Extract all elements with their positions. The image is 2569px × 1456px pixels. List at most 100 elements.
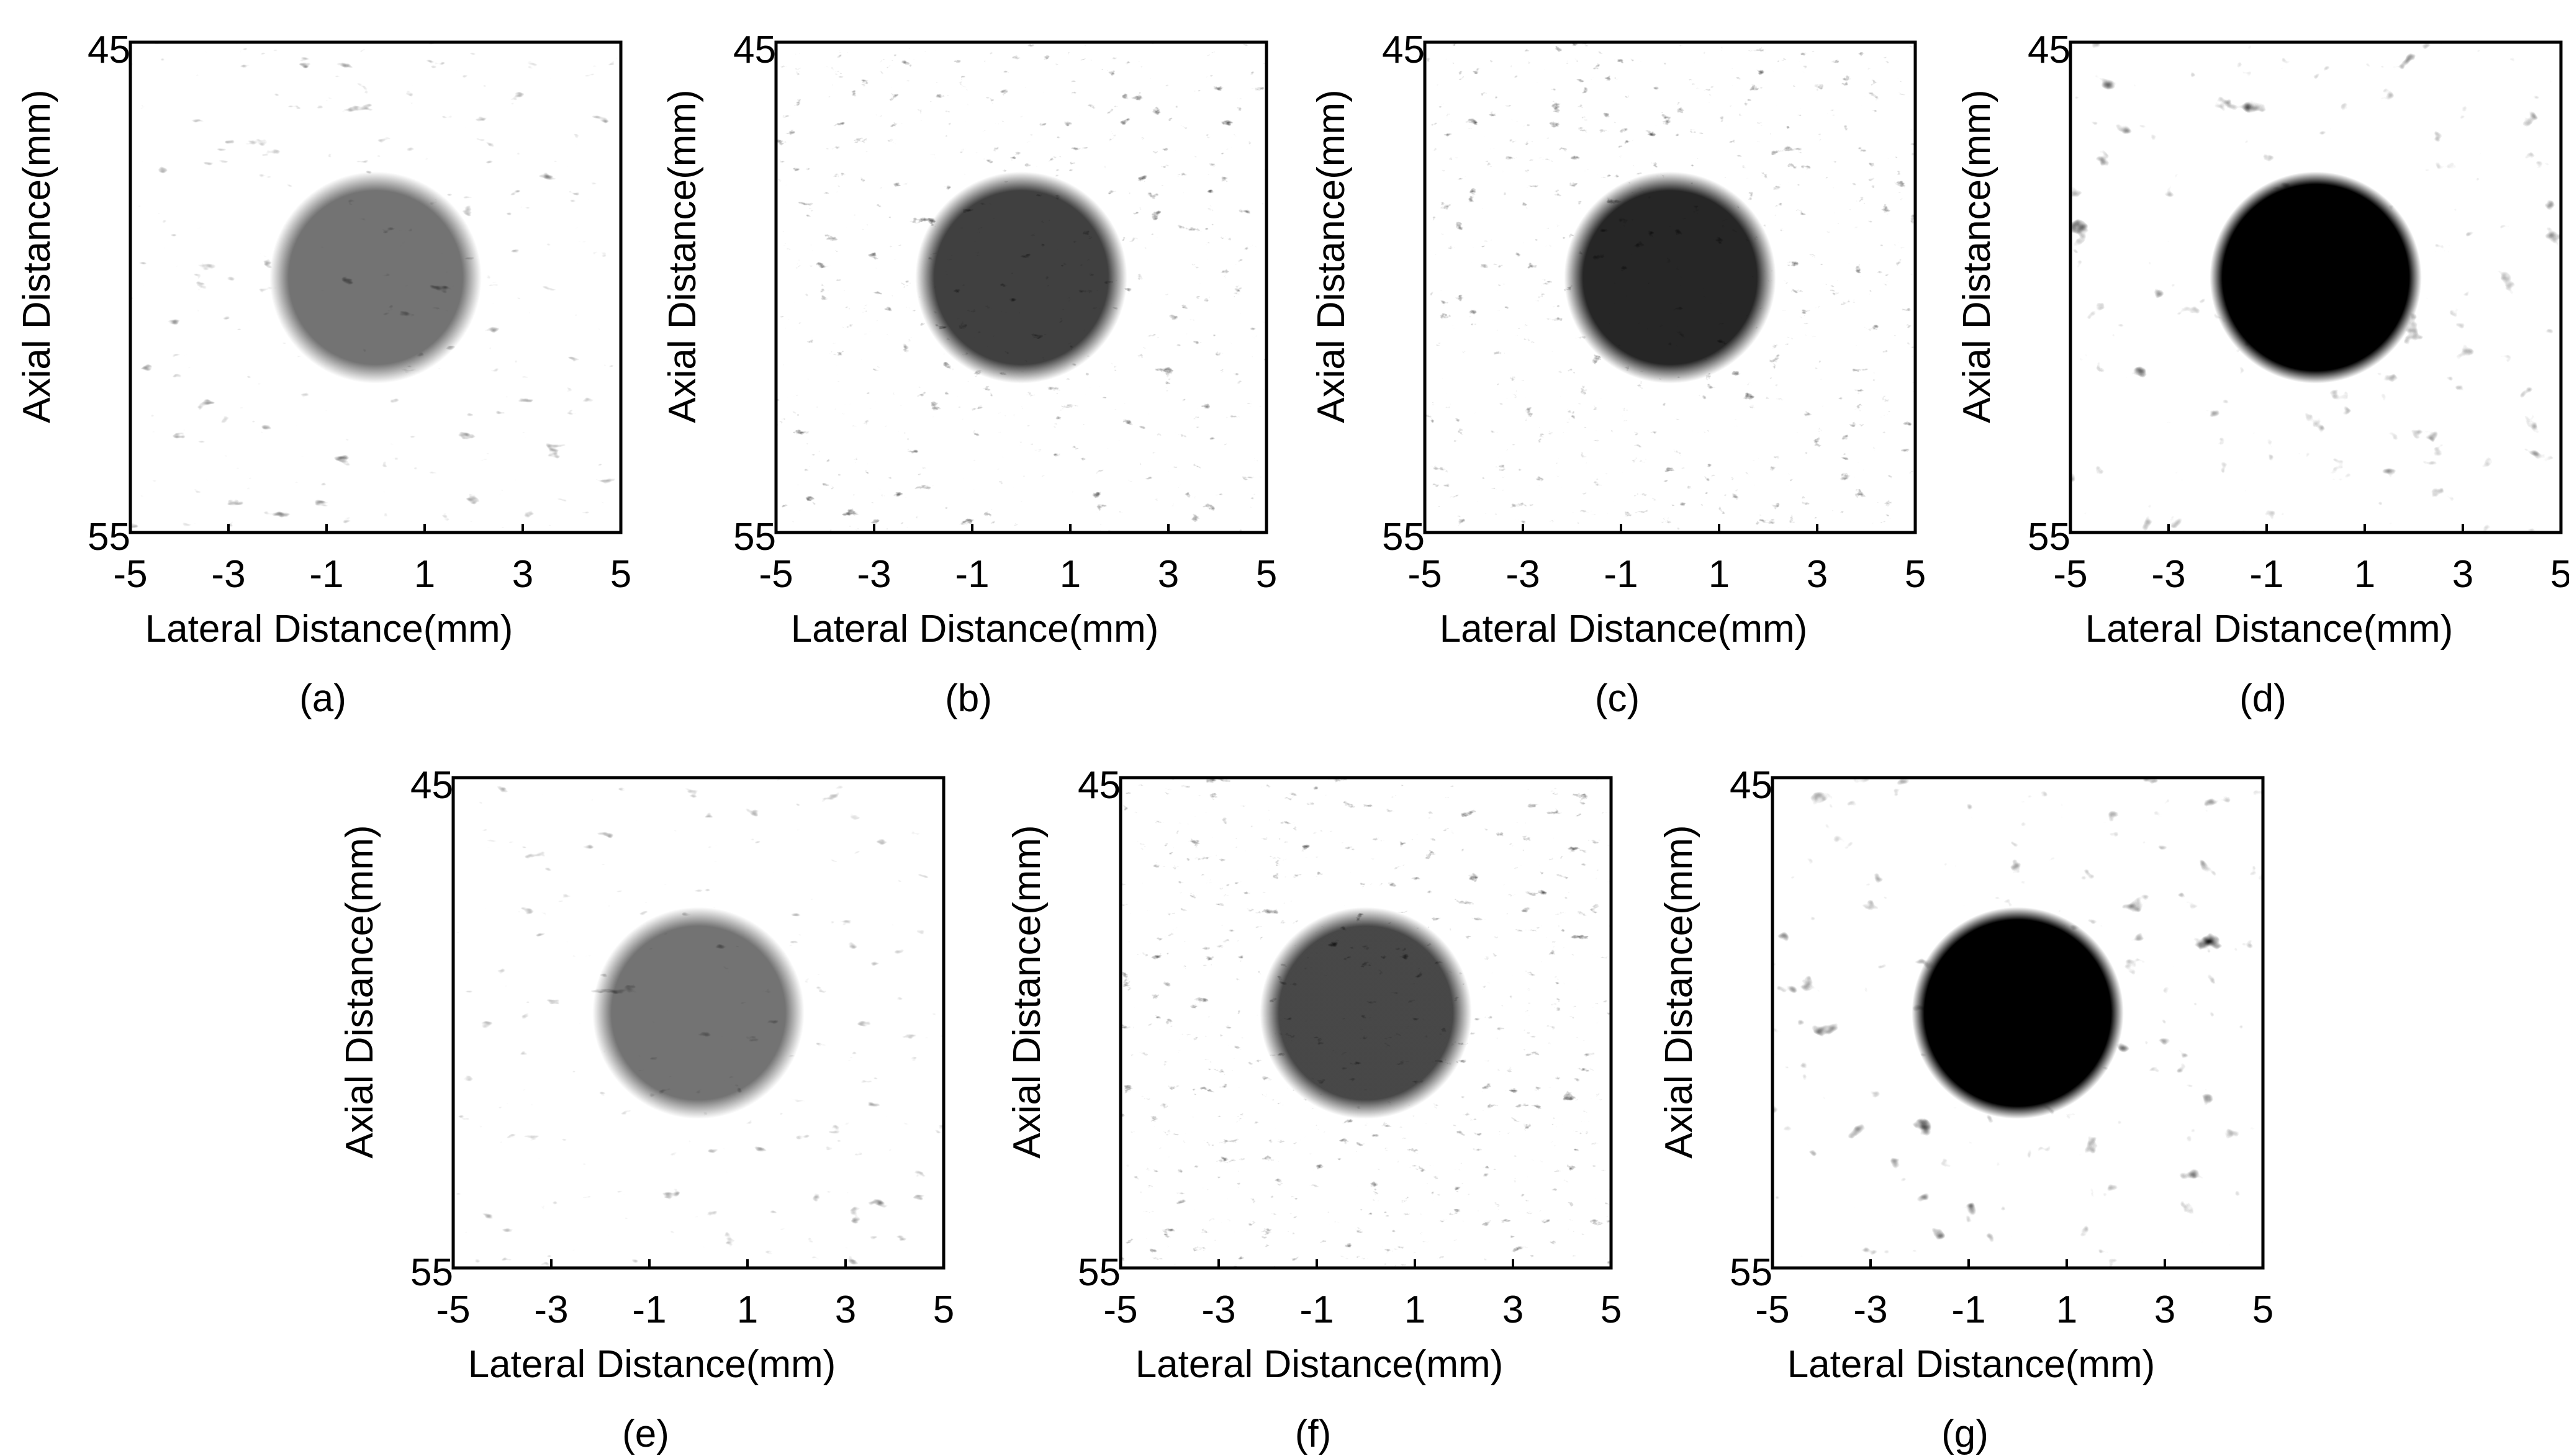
x-tick-label: -3: [1201, 1288, 1236, 1331]
x-tick-label: 5: [1600, 1288, 1622, 1331]
image-panel-3: Axial Distance(mm) 45 55 -5 -3 -1 1 3 5 Later…: [1301, 12, 1934, 721]
x-tick-label: -3: [857, 553, 892, 596]
x-axis-label: Lateral Distance(mm): [1787, 1343, 2156, 1386]
ultrasound-plot: [451, 776, 946, 1270]
x-tick-label: -3: [211, 553, 246, 596]
x-tick-label: 3: [1502, 1288, 1524, 1331]
x-tick-label: -5: [2053, 553, 2088, 596]
panel-caption: (f): [1294, 1413, 1332, 1455]
x-tick-label: 1: [2056, 1288, 2078, 1331]
x-tick-label: 5: [610, 553, 632, 596]
x-tick-label: -5: [1103, 1288, 1138, 1331]
x-tick-label: 3: [1157, 553, 1180, 596]
x-tick-label: -5: [113, 553, 148, 596]
x-tick-label: -1: [1951, 1288, 1986, 1331]
y-tick-top: 45: [1078, 764, 1121, 807]
x-tick-label: 3: [2154, 1288, 2176, 1331]
x-axis-label: Lateral Distance(mm): [1439, 608, 1808, 650]
x-tick-label: -1: [1604, 553, 1638, 596]
y-axis-label: Axial Distance(mm): [1956, 89, 1998, 423]
image-panel-2: Axial Distance(mm) 45 55 -5 -3 -1 1 3 5 Later…: [652, 12, 1285, 721]
y-tick-bottom: 55: [1730, 1251, 1772, 1294]
y-axis-label: Axial Distance(mm): [1310, 89, 1353, 423]
ultrasound-plot: [1771, 776, 2265, 1270]
image-panel-7: Axial Distance(mm) 45 55 -5 -3 -1 1 3 5 Later…: [1648, 748, 2282, 1456]
y-tick-top: 45: [88, 29, 130, 71]
ultrasound-plot: [1423, 40, 1917, 534]
x-tick-label: -5: [759, 553, 793, 596]
x-tick-label: 1: [413, 553, 436, 596]
x-tick-label: -3: [1506, 553, 1540, 596]
x-tick-label: 5: [2550, 553, 2569, 596]
x-tick-label: -1: [309, 553, 344, 596]
plot-frame: [2069, 40, 2563, 534]
x-tick-label: -1: [955, 553, 990, 596]
y-tick-top: 45: [410, 764, 453, 807]
ultrasound-plot: [129, 40, 623, 534]
plot-frame: [451, 776, 946, 1270]
image-panel-1: Axial Distance(mm) 45 55 -5 -3 -1 1 3 5 Later…: [6, 12, 639, 721]
y-tick-bottom: 55: [410, 1251, 453, 1294]
panel-caption: (d): [2239, 677, 2287, 720]
y-axis-label: Axial Distance(mm): [16, 89, 58, 423]
x-tick-label: -1: [1299, 1288, 1334, 1331]
image-panel-6: Axial Distance(mm) 45 55 -5 -3 -1 1 3 5 Later…: [996, 748, 1630, 1456]
cyst-region: [1912, 907, 2124, 1119]
ultrasound-plot: [2069, 40, 2563, 534]
plot-frame: [1119, 776, 1613, 1270]
panel-caption: (g): [1941, 1413, 1989, 1455]
x-tick-label: 5: [1904, 553, 1926, 596]
panel-caption: (b): [945, 677, 992, 720]
x-tick-label: 5: [932, 1288, 955, 1331]
cyst-region: [2210, 171, 2422, 384]
plot-frame: [129, 40, 623, 534]
x-tick-label: -1: [632, 1288, 667, 1331]
x-tick-label: 1: [1059, 553, 1081, 596]
cyst-region: [592, 907, 805, 1119]
panel-caption: (e): [622, 1413, 669, 1455]
y-axis-label: Axial Distance(mm): [661, 89, 704, 423]
x-axis-label: Lateral Distance(mm): [1135, 1343, 1504, 1386]
y-tick-top: 45: [1382, 29, 1425, 71]
ultrasound-plot: [1119, 776, 1613, 1270]
x-tick-label: 1: [1404, 1288, 1426, 1331]
plot-frame: [1423, 40, 1917, 534]
x-tick-label: -5: [436, 1288, 471, 1331]
cyst-region: [1564, 171, 1776, 384]
x-tick-label: 1: [2354, 553, 2376, 596]
y-tick-top: 45: [733, 29, 776, 71]
x-tick-label: 5: [2252, 1288, 2274, 1331]
y-tick-bottom: 55: [88, 516, 130, 559]
x-tick-label: 3: [512, 553, 534, 596]
x-tick-label: 3: [834, 1288, 857, 1331]
x-axis-label: Lateral Distance(mm): [790, 608, 1159, 650]
x-tick-label: 3: [1806, 553, 1828, 596]
image-panel-4: Axial Distance(mm) 45 55 -5 -3 -1 1 3 5 Later…: [1946, 12, 2569, 721]
x-tick-label: -1: [2249, 553, 2284, 596]
plot-frame: [1771, 776, 2265, 1270]
x-tick-label: -5: [1755, 1288, 1790, 1331]
x-tick-label: 1: [1708, 553, 1730, 596]
plot-frame: [774, 40, 1268, 534]
cyst-region: [269, 171, 482, 384]
y-tick-top: 45: [1730, 764, 1772, 807]
panel-caption: (a): [299, 677, 346, 720]
y-tick-bottom: 55: [733, 516, 776, 559]
y-tick-bottom: 55: [2028, 516, 2070, 559]
y-axis-label: Axial Distance(mm): [1658, 825, 1700, 1159]
x-tick-label: 3: [2452, 553, 2474, 596]
y-tick-bottom: 55: [1382, 516, 1425, 559]
x-tick-label: 1: [736, 1288, 759, 1331]
x-tick-label: -3: [2151, 553, 2186, 596]
cyst-region: [915, 171, 1127, 384]
x-axis-label: Lateral Distance(mm): [145, 608, 513, 650]
x-tick-label: -3: [534, 1288, 569, 1331]
cyst-region: [1260, 907, 1472, 1119]
y-axis-label: Axial Distance(mm): [338, 825, 381, 1159]
x-tick-label: 5: [1255, 553, 1278, 596]
x-tick-label: -5: [1407, 553, 1442, 596]
y-axis-label: Axial Distance(mm): [1006, 825, 1049, 1159]
y-tick-top: 45: [2028, 29, 2070, 71]
panel-caption: (c): [1594, 677, 1640, 720]
x-axis-label: Lateral Distance(mm): [467, 1343, 836, 1386]
